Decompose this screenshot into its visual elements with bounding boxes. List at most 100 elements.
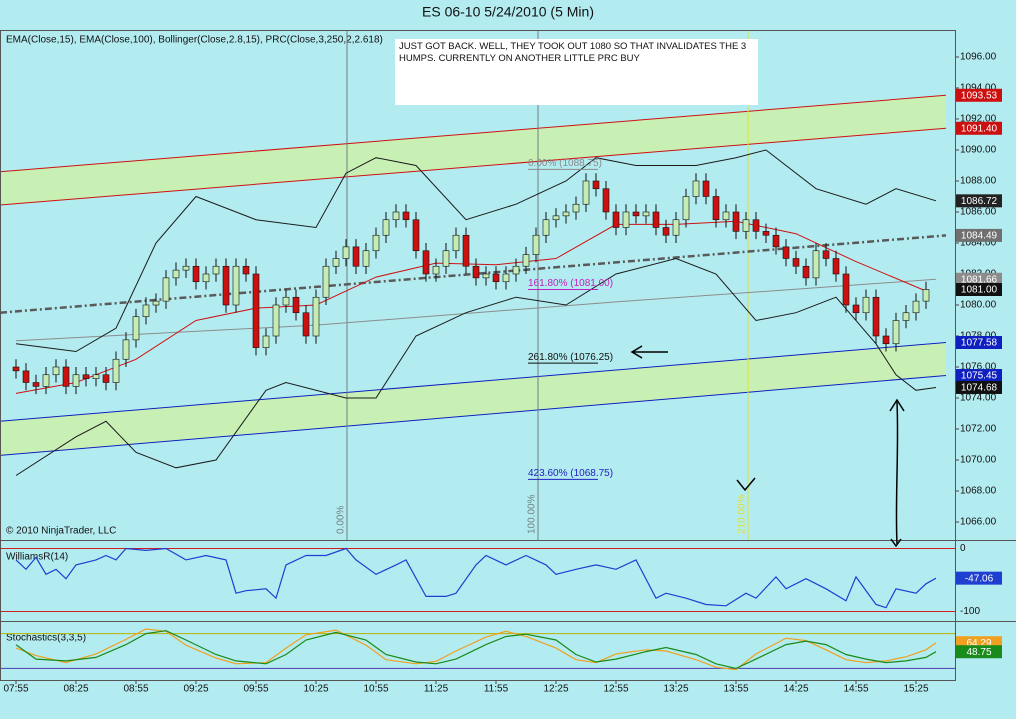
fib-vertical-label: 210.00% — [737, 494, 748, 534]
y-tick-label: 1074.00 — [960, 393, 997, 404]
plot-layer: EMA(Close,15), EMA(Close,100), Bollinger… — [0, 30, 1002, 695]
candle-body — [722, 211, 730, 221]
candle-body — [922, 289, 930, 302]
candle-body — [142, 304, 150, 317]
candle-body — [782, 246, 790, 259]
y-tick-label: 1096.00 — [960, 52, 997, 63]
candle-body — [712, 196, 720, 221]
candle-body — [252, 273, 260, 348]
price-tag — [956, 282, 1002, 296]
y-tick-label: 1088.00 — [960, 176, 997, 187]
x-tick-label: 14:25 — [783, 684, 808, 695]
candle-body — [402, 211, 410, 221]
price-tag-label: 1074.68 — [961, 383, 998, 394]
candle-body — [192, 265, 200, 283]
price-tag — [956, 88, 1002, 102]
candle-body — [12, 366, 20, 372]
x-tick-label: 11:55 — [484, 684, 509, 695]
y-tick-label: 1080.00 — [960, 300, 997, 311]
price-tag — [956, 336, 1002, 350]
candle-body — [682, 196, 690, 221]
y-tick-label: 1068.00 — [960, 486, 997, 497]
candle-body — [22, 370, 30, 383]
candle-body — [182, 265, 190, 271]
price-tag — [956, 380, 1002, 394]
candle-body — [672, 219, 680, 236]
candle-body — [842, 273, 850, 306]
candle-body — [442, 250, 450, 267]
x-tick-label: 08:55 — [123, 684, 148, 695]
y-tick-label: 0 — [960, 543, 966, 554]
x-tick-label: 09:55 — [243, 684, 268, 695]
candle-body — [502, 273, 510, 283]
candle-body — [322, 265, 330, 298]
price-tag — [956, 228, 1002, 242]
price-tag-label: 1081.00 — [961, 285, 998, 296]
x-tick-label: 13:55 — [723, 684, 748, 695]
fib-vertical-label: 100.00% — [527, 494, 538, 534]
candle-body — [272, 304, 280, 337]
candle-body — [792, 258, 800, 267]
y-tick-label: 1084.00 — [960, 238, 997, 249]
prc-band-line — [0, 375, 947, 456]
candle-body — [562, 211, 570, 217]
candle-body — [652, 211, 660, 228]
indicator-line — [15, 149, 937, 353]
candle-body — [102, 374, 110, 383]
price-tag-label: 1091.40 — [961, 123, 998, 134]
candle-body — [662, 227, 670, 236]
x-tick-label: 12:25 — [543, 684, 568, 695]
candle-body — [422, 250, 430, 275]
candle-body — [632, 211, 640, 217]
indicator-line — [15, 278, 937, 342]
y-tick-label: -100 — [960, 606, 980, 617]
x-tick-label: 14:55 — [843, 684, 868, 695]
x-tick-label: 11:25 — [424, 684, 449, 695]
candle-body — [592, 180, 600, 190]
panel-title: Stochastics(3,3,5) — [6, 633, 86, 644]
x-tick-label: 09:25 — [183, 684, 208, 695]
candle-body — [222, 265, 230, 306]
x-tick-label: 10:25 — [303, 684, 328, 695]
candle-body — [882, 335, 890, 345]
candle-body — [772, 234, 780, 248]
candle-body — [82, 374, 90, 379]
candle-body — [42, 374, 50, 387]
panel-borders — [0, 30, 1016, 681]
prc-band-line — [0, 94, 947, 173]
fib-label: 0.00% (1088.75) — [528, 158, 602, 169]
prc-band-fill — [0, 95, 946, 206]
candle-body — [822, 250, 830, 259]
candle-body — [752, 219, 760, 232]
candle-body — [232, 265, 240, 306]
price-tag-label: 1075.45 — [961, 371, 998, 382]
price-tag-label: 1086.72 — [961, 196, 998, 207]
price-tag — [956, 645, 1002, 659]
candle-body — [852, 304, 860, 314]
y-tick-label: 1066.00 — [960, 517, 997, 528]
candle-body — [452, 234, 460, 252]
fib-label: 423.60% (1068.75) — [528, 468, 613, 479]
candle-body — [762, 231, 770, 236]
candle-body — [742, 219, 750, 232]
candle-body — [522, 254, 530, 267]
y-tick-label: 1072.00 — [960, 424, 997, 435]
indicator-line — [15, 257, 937, 476]
price-tag-label: 1093.53 — [961, 90, 998, 101]
y-tick-label: 1092.00 — [960, 114, 997, 125]
x-tick-label: 10:55 — [363, 684, 388, 695]
candle-body — [512, 265, 520, 275]
fib-vertical-label: 0.00% — [336, 506, 347, 534]
candle-body — [832, 258, 840, 275]
candle-body — [382, 219, 390, 236]
candle-body — [172, 269, 180, 279]
x-tick-label: 15:25 — [903, 684, 928, 695]
candle-body — [812, 250, 820, 279]
candle-body — [492, 273, 500, 283]
candle-body — [862, 296, 870, 314]
prc-band-fill — [0, 342, 946, 456]
y-tick-label: 1094.00 — [960, 83, 997, 94]
candle-body — [32, 382, 40, 387]
price-tag — [956, 369, 1002, 383]
candle-body — [472, 265, 480, 279]
